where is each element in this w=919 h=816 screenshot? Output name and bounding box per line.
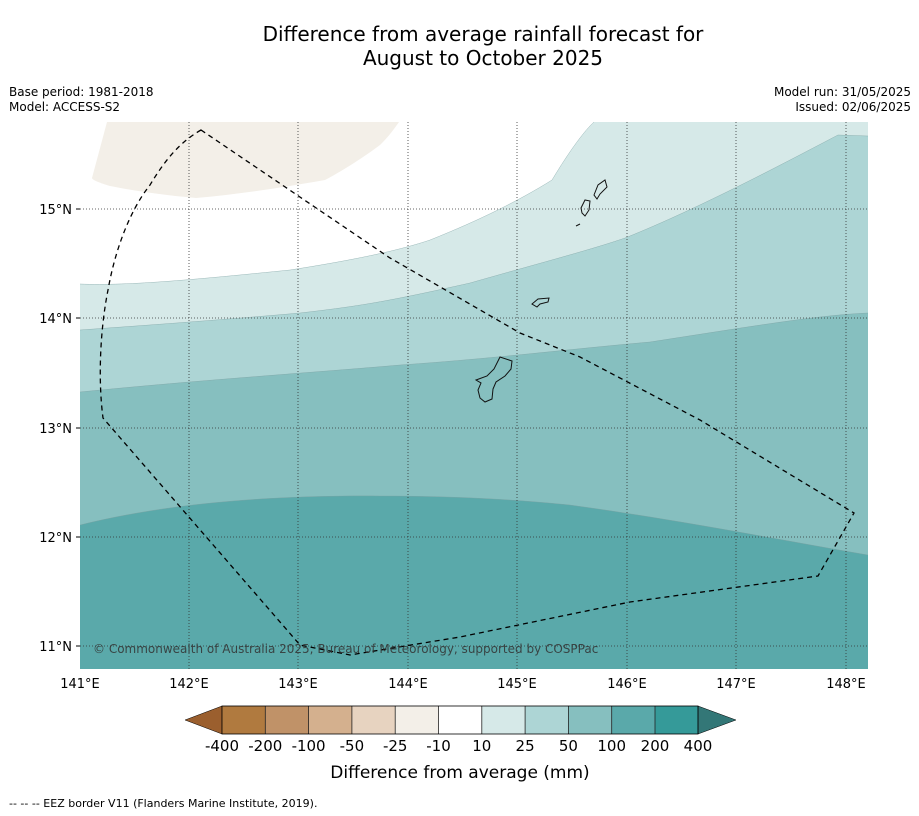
lat-tick-11: 11°N: [39, 640, 72, 655]
island-guam: [474, 356, 513, 403]
colorbar-swatch-10: [611, 706, 655, 734]
islands: [474, 179, 608, 403]
colorbar-swatch-8: [525, 706, 569, 734]
colorbar-label-6: -10: [426, 737, 451, 755]
lon-tick-144: 144°E: [388, 677, 428, 692]
colorbar-label-11: 200: [641, 737, 670, 755]
colorbar-swatch-9: [568, 706, 612, 734]
colorbar-label-12: 400: [684, 737, 713, 755]
colorbar-arrow-high: [697, 705, 737, 735]
lon-tick-146: 146°E: [607, 677, 647, 692]
lon-tick-145: 145°E: [497, 677, 537, 692]
colorbar-swatch-6: [438, 706, 482, 734]
colorbar-title: Difference from average (mm): [330, 763, 589, 783]
copyright-text: © Commonwealth of Australia 2025, Bureau…: [93, 642, 598, 656]
band-minus-10-25: [92, 122, 399, 198]
model-run: Model run: 31/05/2025: [773, 85, 911, 99]
island-aguijan: [575, 223, 581, 227]
map-title: Difference from average rainfall forecas…: [0, 22, 919, 70]
colorbar-swatch-11: [655, 706, 698, 734]
lat-tick-12: 12°N: [39, 531, 72, 546]
lat-tick-14: 14°N: [39, 312, 72, 327]
colorbar-label-3: -100: [292, 737, 326, 755]
map-area: © Commonwealth of Australia 2025, Bureau…: [80, 122, 868, 669]
island-rota: [531, 297, 550, 308]
lat-tick-15: 15°N: [39, 203, 72, 218]
colorbar-label-5: -25: [383, 737, 408, 755]
eez-border: [99, 129, 855, 656]
island-tinian: [580, 199, 591, 217]
colorbar-swatch-5: [395, 706, 439, 734]
colorbar-swatch-7: [481, 706, 526, 734]
title-line-2: August to October 2025: [362, 46, 604, 70]
lon-tick-141: 141°E: [60, 677, 100, 692]
eez-footnote: -- -- -- EEZ border V11 (Flanders Marine…: [9, 797, 318, 810]
meta-left: Base period: 1981-2018 Model: ACCESS-S2: [9, 85, 154, 115]
meta-right: Model run: 31/05/2025 Issued: 02/06/2025: [774, 85, 911, 115]
colorbar-label-9: 50: [559, 737, 578, 755]
lon-tick-148: 148°E: [826, 677, 866, 692]
issued-date: Issued: 02/06/2025: [795, 100, 911, 114]
model-name: Model: ACCESS-S2: [9, 100, 121, 114]
lat-tick-labels: 11°N 12°N 13°N 14°N 15°N: [39, 203, 80, 655]
colorbar-label-4: -50: [340, 737, 365, 755]
colorbar-label-10: 100: [597, 737, 626, 755]
colorbar-swatch-3: [308, 706, 352, 734]
colorbar-label-2: -200: [248, 737, 282, 755]
colorbar-label-1: -400: [205, 737, 239, 755]
colorbar-swatch-1: [222, 706, 266, 734]
lon-tick-143: 143°E: [278, 677, 318, 692]
colorbar-label-8: 25: [516, 737, 535, 755]
lon-tick-142: 142°E: [169, 677, 209, 692]
colorbar-label-7: 10: [472, 737, 491, 755]
lat-tick-13: 13°N: [39, 422, 72, 437]
lon-tick-147: 147°E: [716, 677, 756, 692]
title-line-1: Difference from average rainfall forecas…: [262, 22, 704, 46]
colorbar-arrow-low: [184, 705, 223, 735]
gridlines: [80, 122, 868, 669]
colorbar-swatch-2: [265, 706, 309, 734]
lon-tick-labels: 141°E 142°E 143°E 144°E 145°E 146°E 147°…: [60, 677, 866, 692]
colorbar-swatch-4: [351, 706, 396, 734]
island-saipan: [593, 179, 608, 200]
base-period: Base period: 1981-2018: [9, 85, 154, 99]
colorbar: -400 -200 -100 -50 -25 -10 10 25 50 100 …: [184, 705, 737, 783]
